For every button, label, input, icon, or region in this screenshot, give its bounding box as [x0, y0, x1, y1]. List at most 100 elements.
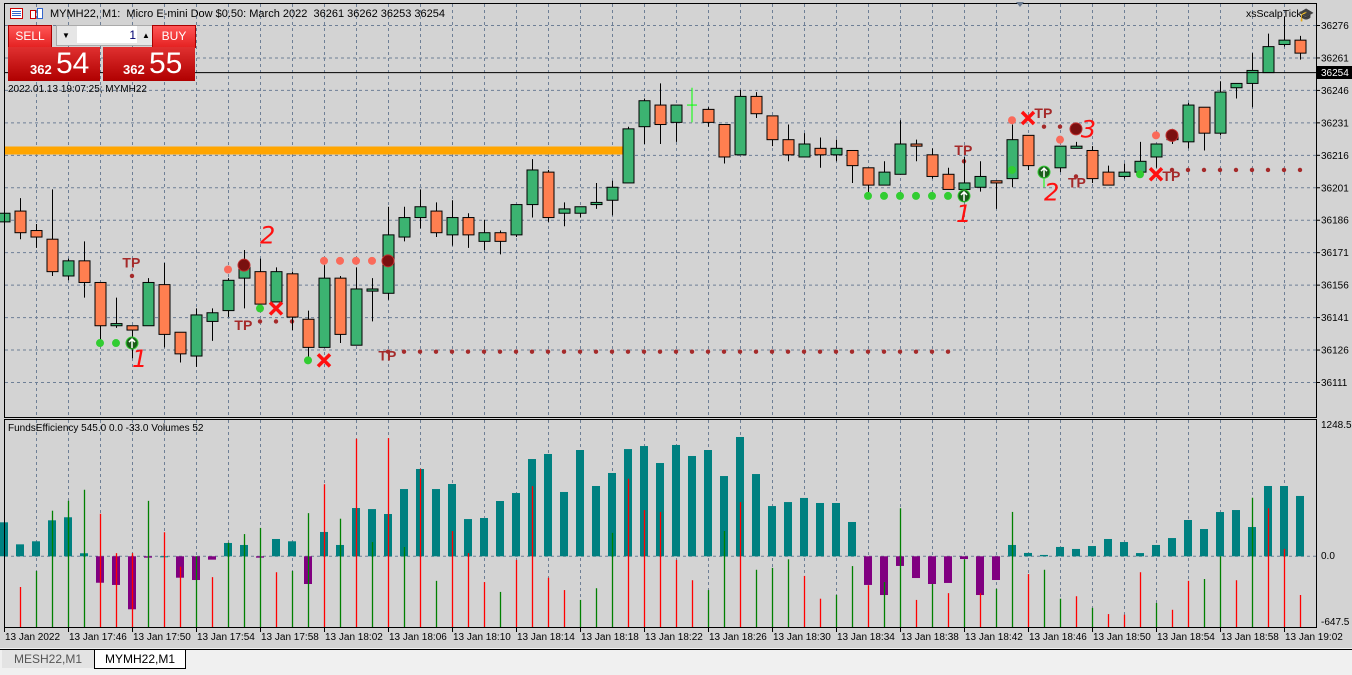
price-tick-label: 36171: [1321, 248, 1349, 259]
quantity-stepper[interactable]: ▼ ▲: [56, 25, 156, 46]
buy-dot: [1136, 170, 1144, 179]
tp-dot: [273, 319, 279, 324]
sell-dot: [352, 256, 360, 265]
funds-efficiency-bar: [16, 544, 24, 557]
sell-signal-icon: [381, 254, 395, 268]
scroll-marker-icon[interactable]: [1016, 2, 1024, 7]
bear-candle: [334, 277, 347, 335]
funds-efficiency-bar: [1088, 546, 1096, 557]
tp-dot: [449, 349, 455, 354]
chart-list-icon[interactable]: [10, 8, 23, 19]
tp-dot: [561, 349, 567, 354]
funds-efficiency-bar: [1120, 542, 1128, 557]
bull-candle: [110, 323, 123, 327]
sell-price-button[interactable]: 362 54: [8, 47, 100, 81]
chevron-up-icon[interactable]: ▲: [137, 26, 155, 45]
funds-efficiency-bar: [784, 502, 792, 557]
funds-efficiency-bar: [912, 556, 920, 579]
bull-candle: [830, 147, 843, 156]
handwritten-annotation: 2: [1044, 178, 1059, 206]
arrow-up-icon: [960, 190, 968, 201]
tab-mesh22[interactable]: MESH22,M1: [2, 650, 95, 668]
funds-efficiency-bar: [816, 502, 824, 557]
funds-efficiency-bar: [1152, 544, 1160, 557]
funds-efficiency-bar: [448, 484, 456, 557]
funds-efficiency-bar: [544, 453, 552, 557]
candles: [0, 16, 1307, 367]
funds-efficiency-bar: [928, 556, 936, 585]
bull-candle: [190, 314, 203, 357]
bull-candle: [142, 281, 155, 327]
sell-dot: [1152, 131, 1160, 140]
funds-efficiency-bar: [880, 556, 888, 596]
funds-efficiency-bar: [736, 436, 744, 557]
price-tick-label: 36246: [1321, 86, 1349, 97]
bull-candle: [1278, 39, 1291, 45]
subwindow-axis-label: -647.5: [1321, 617, 1350, 628]
subwindow-axis-label: 0.0: [1321, 551, 1335, 562]
time-tick-label: 13 Jan 19:02: [1285, 632, 1343, 643]
quantity-input[interactable]: [77, 26, 139, 43]
time-tick-label: 13 Jan 17:54: [197, 632, 255, 643]
buy-dot: [864, 191, 872, 200]
funds-efficiency-bar: [672, 444, 680, 557]
price-tick-label: 36201: [1321, 183, 1349, 194]
funds-efficiency-bar: [960, 556, 968, 560]
tp-dot: [897, 349, 903, 354]
symbol-icon[interactable]: [30, 8, 43, 19]
sell-signal-icon: [1165, 128, 1179, 142]
tp-dot: [865, 349, 871, 354]
funds-efficiency-bar: [1280, 485, 1288, 557]
tp-dot: [497, 349, 503, 354]
tp-dot: [913, 349, 919, 354]
time-tick-label: 13 Jan 18:42: [965, 632, 1023, 643]
bull-candle: [1070, 145, 1083, 149]
bull-candle: [590, 201, 603, 206]
time-axis-labels: 13 Jan 2022 13 Jan 17:46 13 Jan 17:50 13 Ja…: [4, 627, 1343, 643]
chevron-down-icon[interactable]: ▼: [57, 26, 75, 45]
bull-candle: [270, 271, 283, 303]
buy-button[interactable]: BUY: [152, 25, 196, 48]
funds-efficiency-bar: [944, 556, 952, 583]
buy-dot: [912, 191, 920, 200]
bear-candle: [942, 173, 955, 190]
tp-dot: [1233, 167, 1239, 173]
current-price-label: 36254: [1321, 68, 1349, 79]
bull-candle: [478, 232, 491, 242]
bear-candle: [654, 104, 667, 126]
funds-efficiency-bar: [512, 493, 520, 557]
graduation-cap-icon[interactable]: 🎓: [1298, 7, 1315, 22]
price-tick-label: 36261: [1321, 53, 1349, 64]
sell-dot: [1008, 116, 1016, 125]
tp-dot: [481, 349, 487, 354]
tab-mymh22[interactable]: MYMH22,M1: [94, 650, 186, 669]
tab-bar: [0, 648, 1352, 675]
funds-efficiency-bar: [1072, 548, 1080, 557]
time-tick-label: 13 Jan 17:46: [69, 632, 127, 643]
time-tick-label: 13 Jan 18:50: [1093, 632, 1151, 643]
funds-efficiency-bar: [208, 556, 216, 560]
arrow-up-icon: [128, 337, 136, 349]
time-tick-label: 13 Jan 18:06: [389, 632, 447, 643]
time-tick-label: 13 Jan 18:58: [1221, 632, 1279, 643]
funds-efficiency-bar: [1136, 553, 1144, 557]
tp-dot: [1201, 167, 1207, 173]
signal-markers: TP TP TP TP TP TP TP 1 2 1 2 3: [96, 105, 1180, 373]
arrow-up-icon: [1040, 167, 1048, 178]
bear-candle: [926, 154, 939, 177]
current-price-badge: [1317, 66, 1352, 79]
sell-button[interactable]: SELL: [8, 25, 52, 48]
tp-dot: [593, 349, 599, 354]
tp-label: TP: [378, 347, 396, 363]
funds-efficiency-bar: [768, 506, 776, 557]
buy-price-button[interactable]: 362 55: [103, 47, 195, 81]
time-tick-label: 13 Jan 2022: [5, 632, 60, 643]
tp-label: TP: [954, 142, 972, 158]
tp-dot: [785, 349, 791, 354]
handwritten-annotation: 1: [132, 345, 147, 373]
bull-candle: [1246, 69, 1259, 84]
tp-dot: [625, 349, 631, 354]
time-tick-label: 13 Jan 17:50: [133, 632, 191, 643]
tp-dot: [577, 349, 583, 354]
